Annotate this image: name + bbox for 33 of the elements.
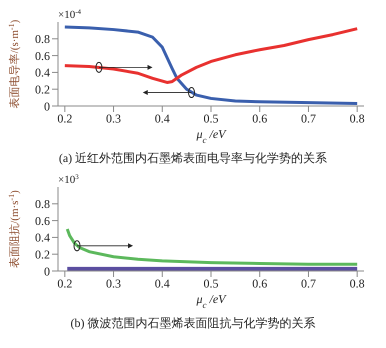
x-tick-label: 0.3 [106,276,122,291]
x-tick-label: 0.2 [57,112,72,126]
y-tick-label: 0.4 [35,230,50,245]
x-tick-label: 0.4 [154,112,170,126]
y-tick-label: 0.8 [35,32,50,46]
y-tick-label: 0 [44,99,50,114]
line-series [63,26,359,105]
x-tick-label: 0.6 [252,276,268,291]
x-tick-label: 0.7 [300,276,316,291]
y-tick-label: 0.2 [35,247,50,262]
text: ×10$^{-4}$ [58,8,82,21]
x-tick-label: 0.7 [300,112,316,126]
x-tick-label: 0.5 [204,276,218,291]
y-tick-label: 0.2 [35,82,50,96]
text: (b) 微波范围内石墨烯表面阻抗与化学势的关系 [70,315,316,332]
x-tick-label: 0.6 [252,112,268,126]
x-tick-label: 0.8 [350,276,365,291]
line-series [66,228,359,266]
x-tick-label: 0.2 [57,276,72,291]
text: (a) 近红外范围内石墨烯表面电导率与化学势的关系 [58,150,328,167]
y-tick-label: 0.4 [35,66,50,80]
y-tick-label: 0.6 [35,214,50,228]
y-tick-label: 0 [44,264,50,278]
x-tick-label: 0.4 [154,276,170,291]
x-tick-label: 0.8 [350,112,365,126]
x-axis-title: μ$_{c}$ /eV [195,292,228,310]
y-tick-label: 0.6 [35,48,50,63]
text: ×10$^{3}$ [58,173,80,186]
x-tick-label: 0.3 [106,112,122,126]
x-tick-label: 0.5 [204,112,218,126]
x-axis-title: μ$_{c}$ /eV [195,127,228,145]
line-series [63,27,359,84]
y-tick-label: 0.8 [35,197,50,212]
